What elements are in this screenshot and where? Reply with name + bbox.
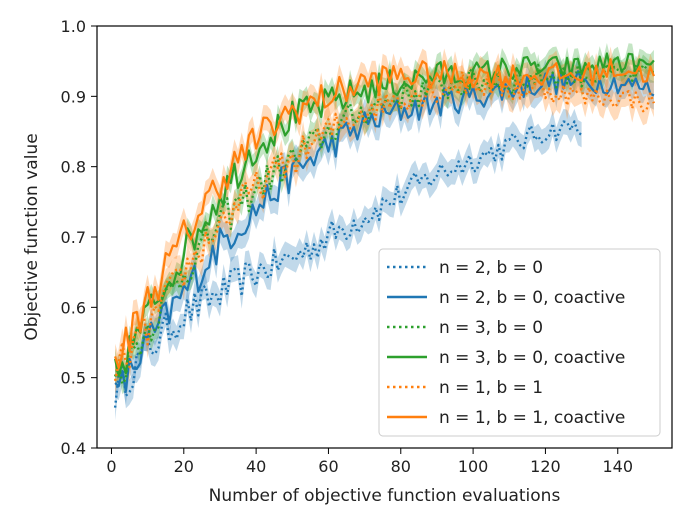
- series-line-3: [114, 52, 655, 378]
- x-tick-label: 100: [458, 457, 489, 476]
- y-tick-label: 0.4: [61, 439, 86, 458]
- series-line-4: [113, 70, 656, 382]
- y-tick-label: 0.9: [61, 87, 86, 106]
- x-tick-label: 80: [391, 457, 411, 476]
- legend-label-0: n = 2, b = 0: [439, 258, 543, 278]
- y-tick-label: 1.0: [61, 17, 86, 36]
- band-5: [115, 46, 654, 381]
- legend-label-1: n = 2, b = 0, coactive: [439, 288, 625, 308]
- x-axis: 0 20 40 60 80 100 120 140: [106, 448, 633, 476]
- x-tick-label: 60: [318, 457, 338, 476]
- band-2: [115, 53, 654, 395]
- series-lines: [113, 52, 656, 408]
- series-line-5: [114, 58, 655, 370]
- y-tick-label: 0.6: [61, 298, 86, 317]
- legend-label-2: n = 3, b = 0: [439, 318, 543, 338]
- legend-label-5: n = 1, b = 1, coactive: [439, 408, 625, 428]
- legend-label-3: n = 3, b = 0, coactive: [439, 348, 625, 368]
- y-tick-label: 0.7: [61, 228, 86, 247]
- x-tick-label: 40: [246, 457, 266, 476]
- x-tick-label: 20: [174, 457, 194, 476]
- y-axis-label: Objective function value: [22, 133, 42, 340]
- x-tick-label: 120: [530, 457, 561, 476]
- y-tick-label: 0.5: [61, 369, 86, 388]
- band-1: [115, 57, 654, 405]
- series-line-0: [113, 120, 583, 408]
- y-axis: 0.4 0.5 0.6 0.7 0.8 0.9 1.0: [61, 17, 97, 458]
- confidence-bands: [115, 43, 654, 421]
- y-tick-label: 0.8: [61, 158, 86, 177]
- legend-box: [378, 248, 661, 437]
- x-tick-label: 140: [602, 457, 633, 476]
- x-axis-label: Number of objective function evaluations: [209, 486, 561, 506]
- band-0: [115, 108, 582, 421]
- legend-label-4: n = 1, b = 1: [439, 378, 543, 398]
- band-4: [115, 57, 654, 395]
- x-tick-label: 0: [106, 457, 116, 476]
- legend: n = 2, b = 0 n = 2, b = 0, coactive n = 3,…: [378, 248, 661, 437]
